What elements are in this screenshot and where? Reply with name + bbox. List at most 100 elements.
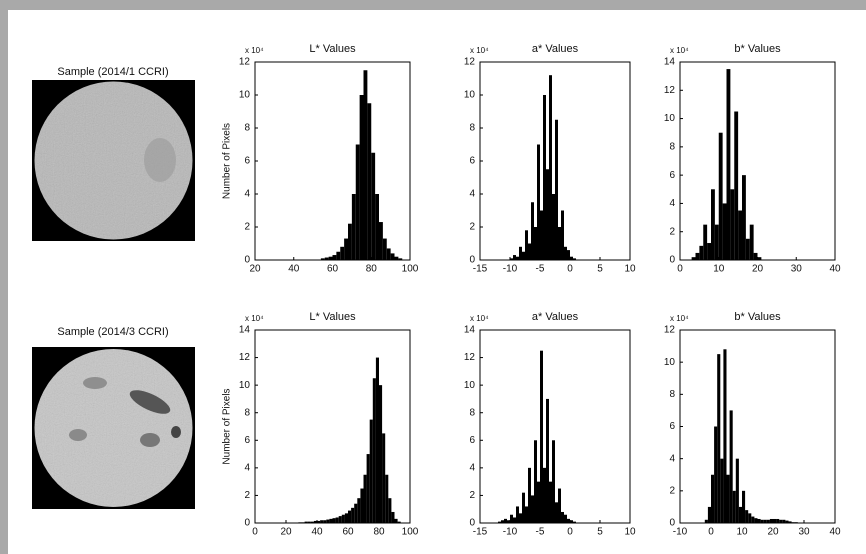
bar <box>691 257 696 260</box>
bar <box>753 252 758 260</box>
bar <box>704 519 708 523</box>
y-tick-label: 10 <box>239 90 251 101</box>
bar <box>730 189 735 260</box>
bar <box>332 255 337 260</box>
bar <box>707 506 711 523</box>
bar <box>382 238 387 260</box>
bar <box>540 350 543 523</box>
sample-title: Sample (2014/3 CCRI) <box>57 326 168 338</box>
bar <box>745 510 749 523</box>
bar <box>379 222 383 260</box>
bar <box>785 520 789 523</box>
bar <box>729 410 733 523</box>
bar <box>695 252 700 260</box>
bar <box>382 433 386 523</box>
y-tick-label: 2 <box>469 490 475 501</box>
bar <box>344 513 348 523</box>
bar <box>546 398 549 523</box>
x-tick-label: 0 <box>708 527 714 538</box>
bar <box>348 223 352 260</box>
bar <box>363 70 368 260</box>
bar <box>570 256 573 260</box>
bar <box>366 454 370 523</box>
x-tick-label: -5 <box>536 527 545 538</box>
sample-feature <box>83 377 107 389</box>
bar <box>348 510 352 523</box>
x-tick-label: -10 <box>673 527 688 538</box>
y-tick-label: 4 <box>469 189 475 200</box>
x-tick-label: 40 <box>829 527 841 538</box>
bar <box>390 253 395 260</box>
bar <box>717 354 721 523</box>
bar <box>714 426 718 523</box>
bar <box>304 521 308 523</box>
x-tick-label: 40 <box>829 264 841 275</box>
bar <box>745 238 750 260</box>
bar <box>561 511 564 523</box>
bar <box>510 258 513 260</box>
bar <box>522 251 525 260</box>
y-tick-label: 0 <box>244 255 250 266</box>
plot-frame <box>479 329 631 524</box>
bar <box>507 520 510 523</box>
bar <box>549 75 552 260</box>
bar <box>313 520 317 523</box>
bar <box>360 488 364 523</box>
bar <box>386 248 391 260</box>
x-tick-label: 100 <box>402 527 419 538</box>
y-tick-label: 0 <box>669 518 675 529</box>
bar <box>391 511 395 523</box>
bar <box>375 357 379 523</box>
bar <box>558 227 561 260</box>
bar <box>555 119 558 260</box>
bar <box>363 474 367 523</box>
bar <box>735 458 739 523</box>
bar <box>525 506 528 523</box>
bar <box>699 245 704 260</box>
bar <box>317 520 321 523</box>
x-tick-label: 0 <box>567 527 573 538</box>
bar <box>734 111 739 260</box>
y-tick-label: 2 <box>669 226 675 237</box>
x-tick-label: -15 <box>473 527 488 538</box>
y-tick-label: 6 <box>669 421 675 432</box>
bar <box>703 224 708 260</box>
sample-texture <box>34 81 193 240</box>
y-tick-label: 2 <box>244 490 250 501</box>
bar <box>385 474 389 523</box>
bar <box>537 144 540 260</box>
y-tick-label: 8 <box>244 407 250 418</box>
bar <box>513 255 516 260</box>
bar <box>335 517 339 523</box>
x-tick-label: 60 <box>342 527 354 538</box>
y-axis-label: Number of Pixels <box>222 123 233 199</box>
bar <box>323 520 327 523</box>
y-tick-label: 6 <box>669 170 675 181</box>
bar <box>516 256 519 260</box>
bar <box>573 521 576 523</box>
bar <box>519 246 522 260</box>
bar <box>564 246 567 260</box>
bar <box>738 506 742 523</box>
sample-feature <box>144 138 176 182</box>
bar <box>757 257 762 260</box>
y-tick-label: 12 <box>239 57 251 68</box>
bar <box>528 467 531 523</box>
x-tick-label: 30 <box>798 527 810 538</box>
y-tick-label: 8 <box>669 389 675 400</box>
bar <box>773 518 777 523</box>
y-axis-label: Number of Pixels <box>222 388 233 464</box>
bar <box>561 210 564 260</box>
bar <box>754 518 758 523</box>
bar <box>355 144 360 260</box>
bar <box>573 258 576 260</box>
y-tick-label: 6 <box>244 156 250 167</box>
bar <box>367 103 372 260</box>
bar <box>531 202 534 260</box>
y-tick-label: 12 <box>664 325 676 336</box>
x-tick-label: 30 <box>791 264 803 275</box>
x-tick-label: 10 <box>624 264 636 275</box>
bar <box>738 210 742 260</box>
bar <box>537 481 540 523</box>
